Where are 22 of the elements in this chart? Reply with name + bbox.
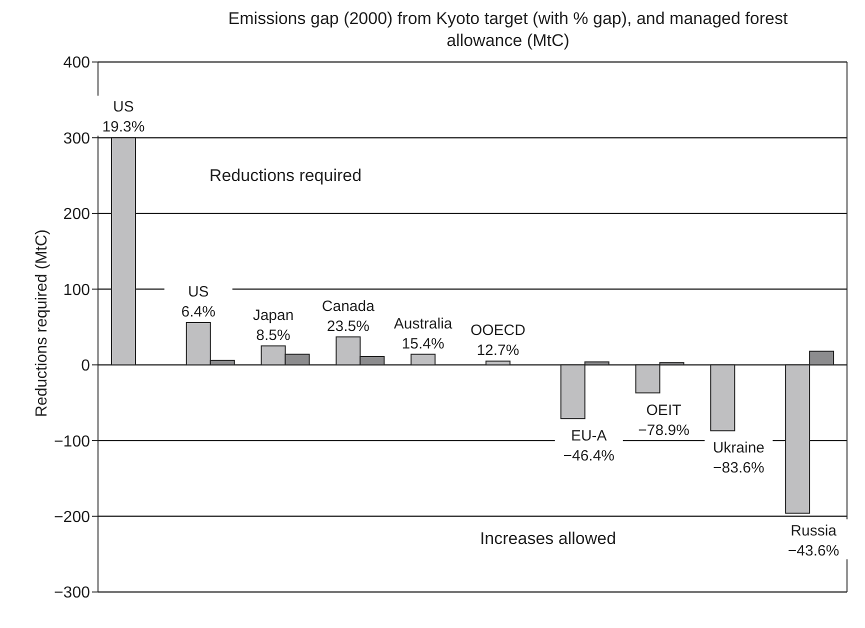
chart-title: Emissions gap (2000) from Kyoto target (with % gap), and managed forest allowance (MtC) — [227, 8, 789, 52]
annotation: US 6.4% — [181, 283, 216, 320]
annotation: Russia −43.6% — [788, 522, 840, 560]
annotation: Japan 8.5% — [252, 306, 294, 344]
y-tick-label: 300 — [63, 130, 90, 148]
annotation: US 19.3% — [102, 98, 145, 136]
annotation: OOECD 12.7% — [470, 322, 526, 360]
y-tick-label: 0 — [81, 358, 90, 375]
annotation: OEIT −78.9% — [638, 402, 690, 439]
annotation: Ukraine −83.6% — [712, 440, 765, 477]
y-tick-label: 100 — [63, 282, 90, 299]
annotation: Australia 15.4% — [394, 315, 453, 352]
annotation: Canada 23.5% — [322, 298, 376, 335]
y-tick-label: 200 — [63, 206, 90, 224]
y-tick-label: 400 — [63, 54, 90, 72]
y-axis-title: Reductions required (MtC) — [34, 229, 51, 417]
y-tick-label: −200 — [54, 508, 90, 526]
annotation: EU-A −46.4% — [563, 428, 615, 465]
annotation: Increases allowed — [480, 529, 616, 549]
annotation: Reductions required — [209, 166, 362, 186]
y-tick-label: −100 — [54, 433, 90, 450]
y-tick-label: −300 — [54, 584, 90, 602]
